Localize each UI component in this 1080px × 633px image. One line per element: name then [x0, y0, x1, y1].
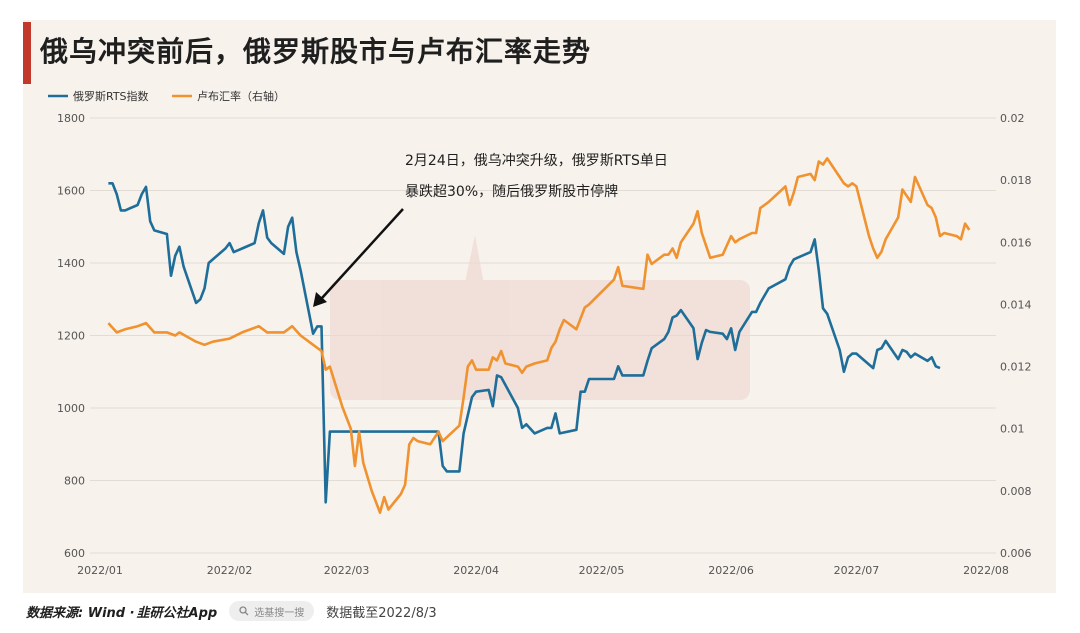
y-left-tick-label: 1600: [57, 185, 85, 198]
y-right-tick-label: 0.008: [1000, 485, 1032, 498]
x-tick-label: 2022/05: [579, 564, 625, 577]
x-tick-label: 2022/03: [324, 564, 370, 577]
footer-source: 数据来源: Wind ·: [26, 605, 135, 621]
legend-label-rub: 卢布汇率（右轴）: [197, 89, 285, 103]
annotation-arrowhead-icon: [313, 292, 327, 307]
search-box[interactable]: 选基搜一搜: [229, 601, 315, 621]
y-right-tick-label: 0.018: [1000, 174, 1032, 187]
series-line-rub: [107, 157, 971, 514]
annotation: 2月24日，俄乌冲突升级，俄罗斯RTS单日 暴跌超30%，随后俄罗斯股市停牌: [313, 153, 668, 307]
x-tick-label: 2022/08: [963, 564, 1009, 577]
footer-brand: 韭研公社App: [136, 605, 218, 621]
grid-lines: [90, 117, 996, 554]
x-tick-label: 2022/02: [207, 564, 253, 577]
x-tick-label: 2022/01: [77, 564, 123, 577]
title-accent-bar: [23, 22, 31, 84]
annotation-arrow: [321, 208, 404, 299]
y-right-tick-label: 0.01: [1000, 423, 1025, 436]
y-left-tick-label: 1400: [57, 257, 85, 270]
y-axis-left: 600 800 1000 1200 1400 1600 1800: [57, 112, 85, 560]
search-icon: [239, 606, 249, 616]
y-right-tick-label: 0.014: [1000, 298, 1032, 311]
search-placeholder: 选基搜一搜: [254, 607, 305, 619]
legend-label-rts: 俄罗斯RTS指数: [73, 89, 149, 103]
x-tick-label: 2022/04: [453, 564, 499, 577]
series-line-rts: [108, 182, 941, 504]
annotation-line-2: 暴跌超30%，随后俄罗斯股市停牌: [405, 183, 618, 200]
y-right-tick-label: 0.02: [1000, 112, 1025, 125]
chart-title: 俄乌冲突前后，俄罗斯股市与卢布汇率走势: [40, 35, 592, 68]
legend: 俄罗斯RTS指数 卢布汇率（右轴）: [48, 89, 285, 103]
annotation-line-1: 2月24日，俄乌冲突升级，俄罗斯RTS单日: [405, 153, 668, 169]
y-right-tick-label: 0.016: [1000, 236, 1032, 249]
x-tick-label: 2022/06: [708, 564, 754, 577]
x-tick-label: 2022/07: [834, 564, 880, 577]
y-right-tick-label: 0.006: [1000, 547, 1032, 560]
y-axis-right: 0.006 0.008 0.01 0.012 0.014 0.016 0.018 0.02: [1000, 112, 1032, 560]
x-axis: 2022/01 2022/02 2022/03 2022/04 2022/05 2022/…: [77, 564, 1009, 577]
y-right-tick-label: 0.012: [1000, 361, 1032, 374]
y-left-tick-label: 600: [64, 547, 85, 560]
y-left-tick-label: 1800: [57, 112, 85, 125]
footer-data-date: 数据截至2022/8/3: [326, 605, 437, 621]
y-left-tick-label: 800: [64, 475, 85, 488]
chart-card: [23, 20, 1056, 593]
y-left-tick-label: 1200: [57, 330, 85, 343]
y-left-tick-label: 1000: [57, 402, 85, 415]
series-group: [107, 157, 971, 514]
footer: 数据来源: Wind · 韭研公社App 选基搜一搜 数据截至2022/8/3: [26, 600, 437, 622]
